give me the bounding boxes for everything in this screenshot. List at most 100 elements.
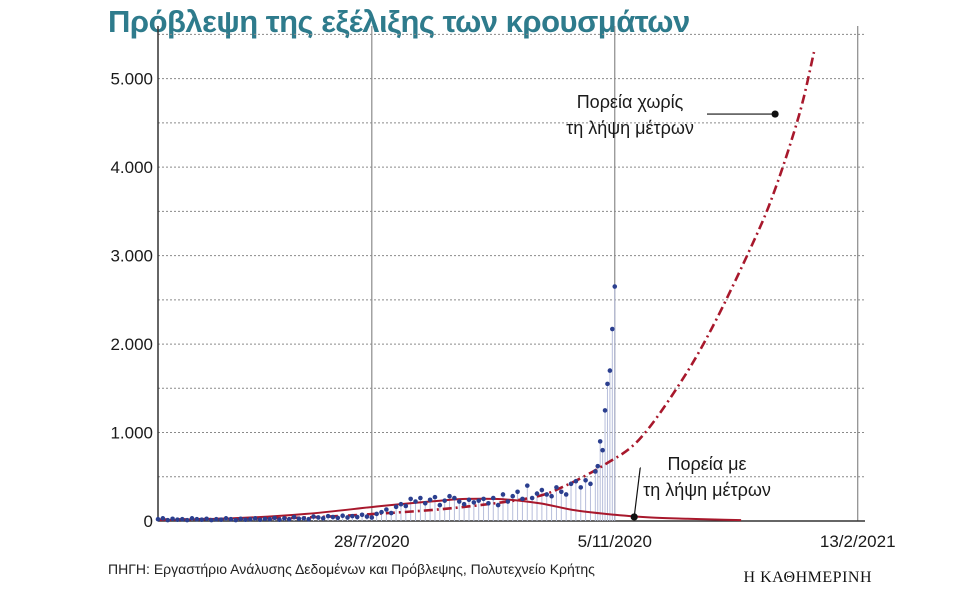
observed-point (179, 516, 185, 522)
observed-point (524, 483, 530, 488)
observed-point (252, 516, 258, 521)
annotation-label: Πορεία με (667, 454, 746, 474)
observed-point (573, 478, 579, 484)
observed-point (277, 517, 282, 522)
y-tick-label: 3.000 (110, 247, 153, 266)
observed-point (257, 517, 263, 522)
observed-points (155, 284, 618, 523)
observed-point (476, 498, 482, 503)
observed-point (282, 516, 287, 521)
observed-point (194, 516, 200, 522)
observed-point (316, 515, 321, 520)
y-tick-label: 1.000 (110, 424, 153, 443)
observed-point (306, 516, 311, 522)
x-tick-label: 28/7/2020 (334, 532, 410, 551)
observed-point (233, 517, 239, 523)
observed-point (554, 485, 559, 490)
observed-point (340, 513, 345, 518)
observed-point (539, 487, 545, 493)
observed-point (379, 509, 384, 515)
observed-point (486, 501, 491, 506)
observed-point (456, 499, 462, 504)
observed-point (238, 516, 243, 522)
observed-point (286, 516, 292, 522)
observed-point (612, 284, 618, 289)
forecast-without-measures-line (157, 51, 816, 521)
observed-point (262, 516, 268, 522)
observed-point (549, 493, 554, 499)
observed-point (204, 516, 209, 522)
observed-point (534, 491, 540, 496)
brand-logo: Η ΚΑΘΗΜΕΡΙΝΗ (743, 569, 872, 586)
observed-point (374, 511, 379, 517)
annotations: Πορεία χωρίς τη λήψη μέτρων Πορεία με τη λή… (566, 92, 779, 521)
observed-point (471, 500, 477, 505)
observed-point (447, 493, 452, 499)
observed-point (578, 485, 584, 490)
source-note: ΠΗΓΗ: Εργαστήριο Ανάλυσης Δεδομένων και … (108, 561, 595, 577)
observed-point (393, 504, 399, 510)
annotation-leader (633, 467, 641, 517)
observed-point (175, 517, 180, 522)
y-tick-label: 0 (144, 512, 153, 531)
observed-point (588, 481, 593, 487)
observed-point (452, 495, 457, 501)
observed-point (325, 513, 331, 519)
observed-point (505, 499, 511, 504)
observed-point (481, 496, 486, 502)
observed-point (605, 381, 610, 387)
observed-point (189, 516, 195, 521)
annotation-label: τη λήψη μέτρων (566, 118, 694, 138)
observed-point (432, 494, 438, 500)
observed-point (218, 517, 224, 522)
observed-point (160, 516, 166, 521)
observed-point (583, 478, 588, 483)
observed-point (461, 501, 467, 507)
observed-point (209, 517, 214, 523)
observed-point (500, 492, 506, 497)
observed-point (563, 492, 569, 497)
observed-point (593, 469, 598, 474)
observed-point (520, 496, 525, 502)
y-tick-label: 4.000 (110, 158, 153, 177)
observed-point (413, 499, 418, 504)
observed-point (170, 516, 175, 522)
annotation-marker (771, 110, 779, 118)
observed-point (466, 497, 472, 503)
observed-point (155, 516, 161, 522)
page-title: Πρόβλεψη της εξέλιξης των κρουσμάτων (108, 4, 690, 39)
observed-point (354, 514, 360, 520)
observed-point (369, 515, 375, 520)
observed-point (597, 439, 603, 444)
observed-point (223, 516, 229, 521)
observed-point (544, 492, 550, 497)
observed-point (228, 516, 234, 522)
observed-point (243, 517, 248, 522)
observed-point (359, 512, 365, 518)
annotation-label: τη λήψη μέτρων (643, 480, 771, 500)
observed-point (296, 516, 302, 522)
observed-point (330, 514, 336, 520)
observed-point (595, 463, 601, 469)
axes (157, 26, 865, 522)
observed-point (422, 501, 428, 506)
observed-point (495, 502, 501, 508)
observed-point (442, 498, 447, 503)
observed-point (427, 497, 433, 503)
observed-point (602, 408, 608, 413)
forecast-with-measures-line (157, 497, 742, 522)
observed-point (515, 489, 520, 495)
forecast-lines (157, 51, 816, 522)
x-tick-label: 13/2/2021 (820, 532, 896, 551)
observed-point (199, 517, 205, 522)
observed-point (320, 516, 326, 521)
observed-point (384, 507, 389, 512)
observed-point (490, 495, 496, 501)
x-tick-label: 5/11/2020 (578, 532, 652, 551)
observed-point (311, 514, 316, 519)
tick-labels: 0 1.000 2.000 3.000 4.000 5.000 28/7/2020 5/11/… (110, 70, 895, 551)
observed-point (364, 514, 370, 519)
annotation-label: Πορεία χωρίς (577, 92, 684, 112)
grid (158, 26, 865, 521)
